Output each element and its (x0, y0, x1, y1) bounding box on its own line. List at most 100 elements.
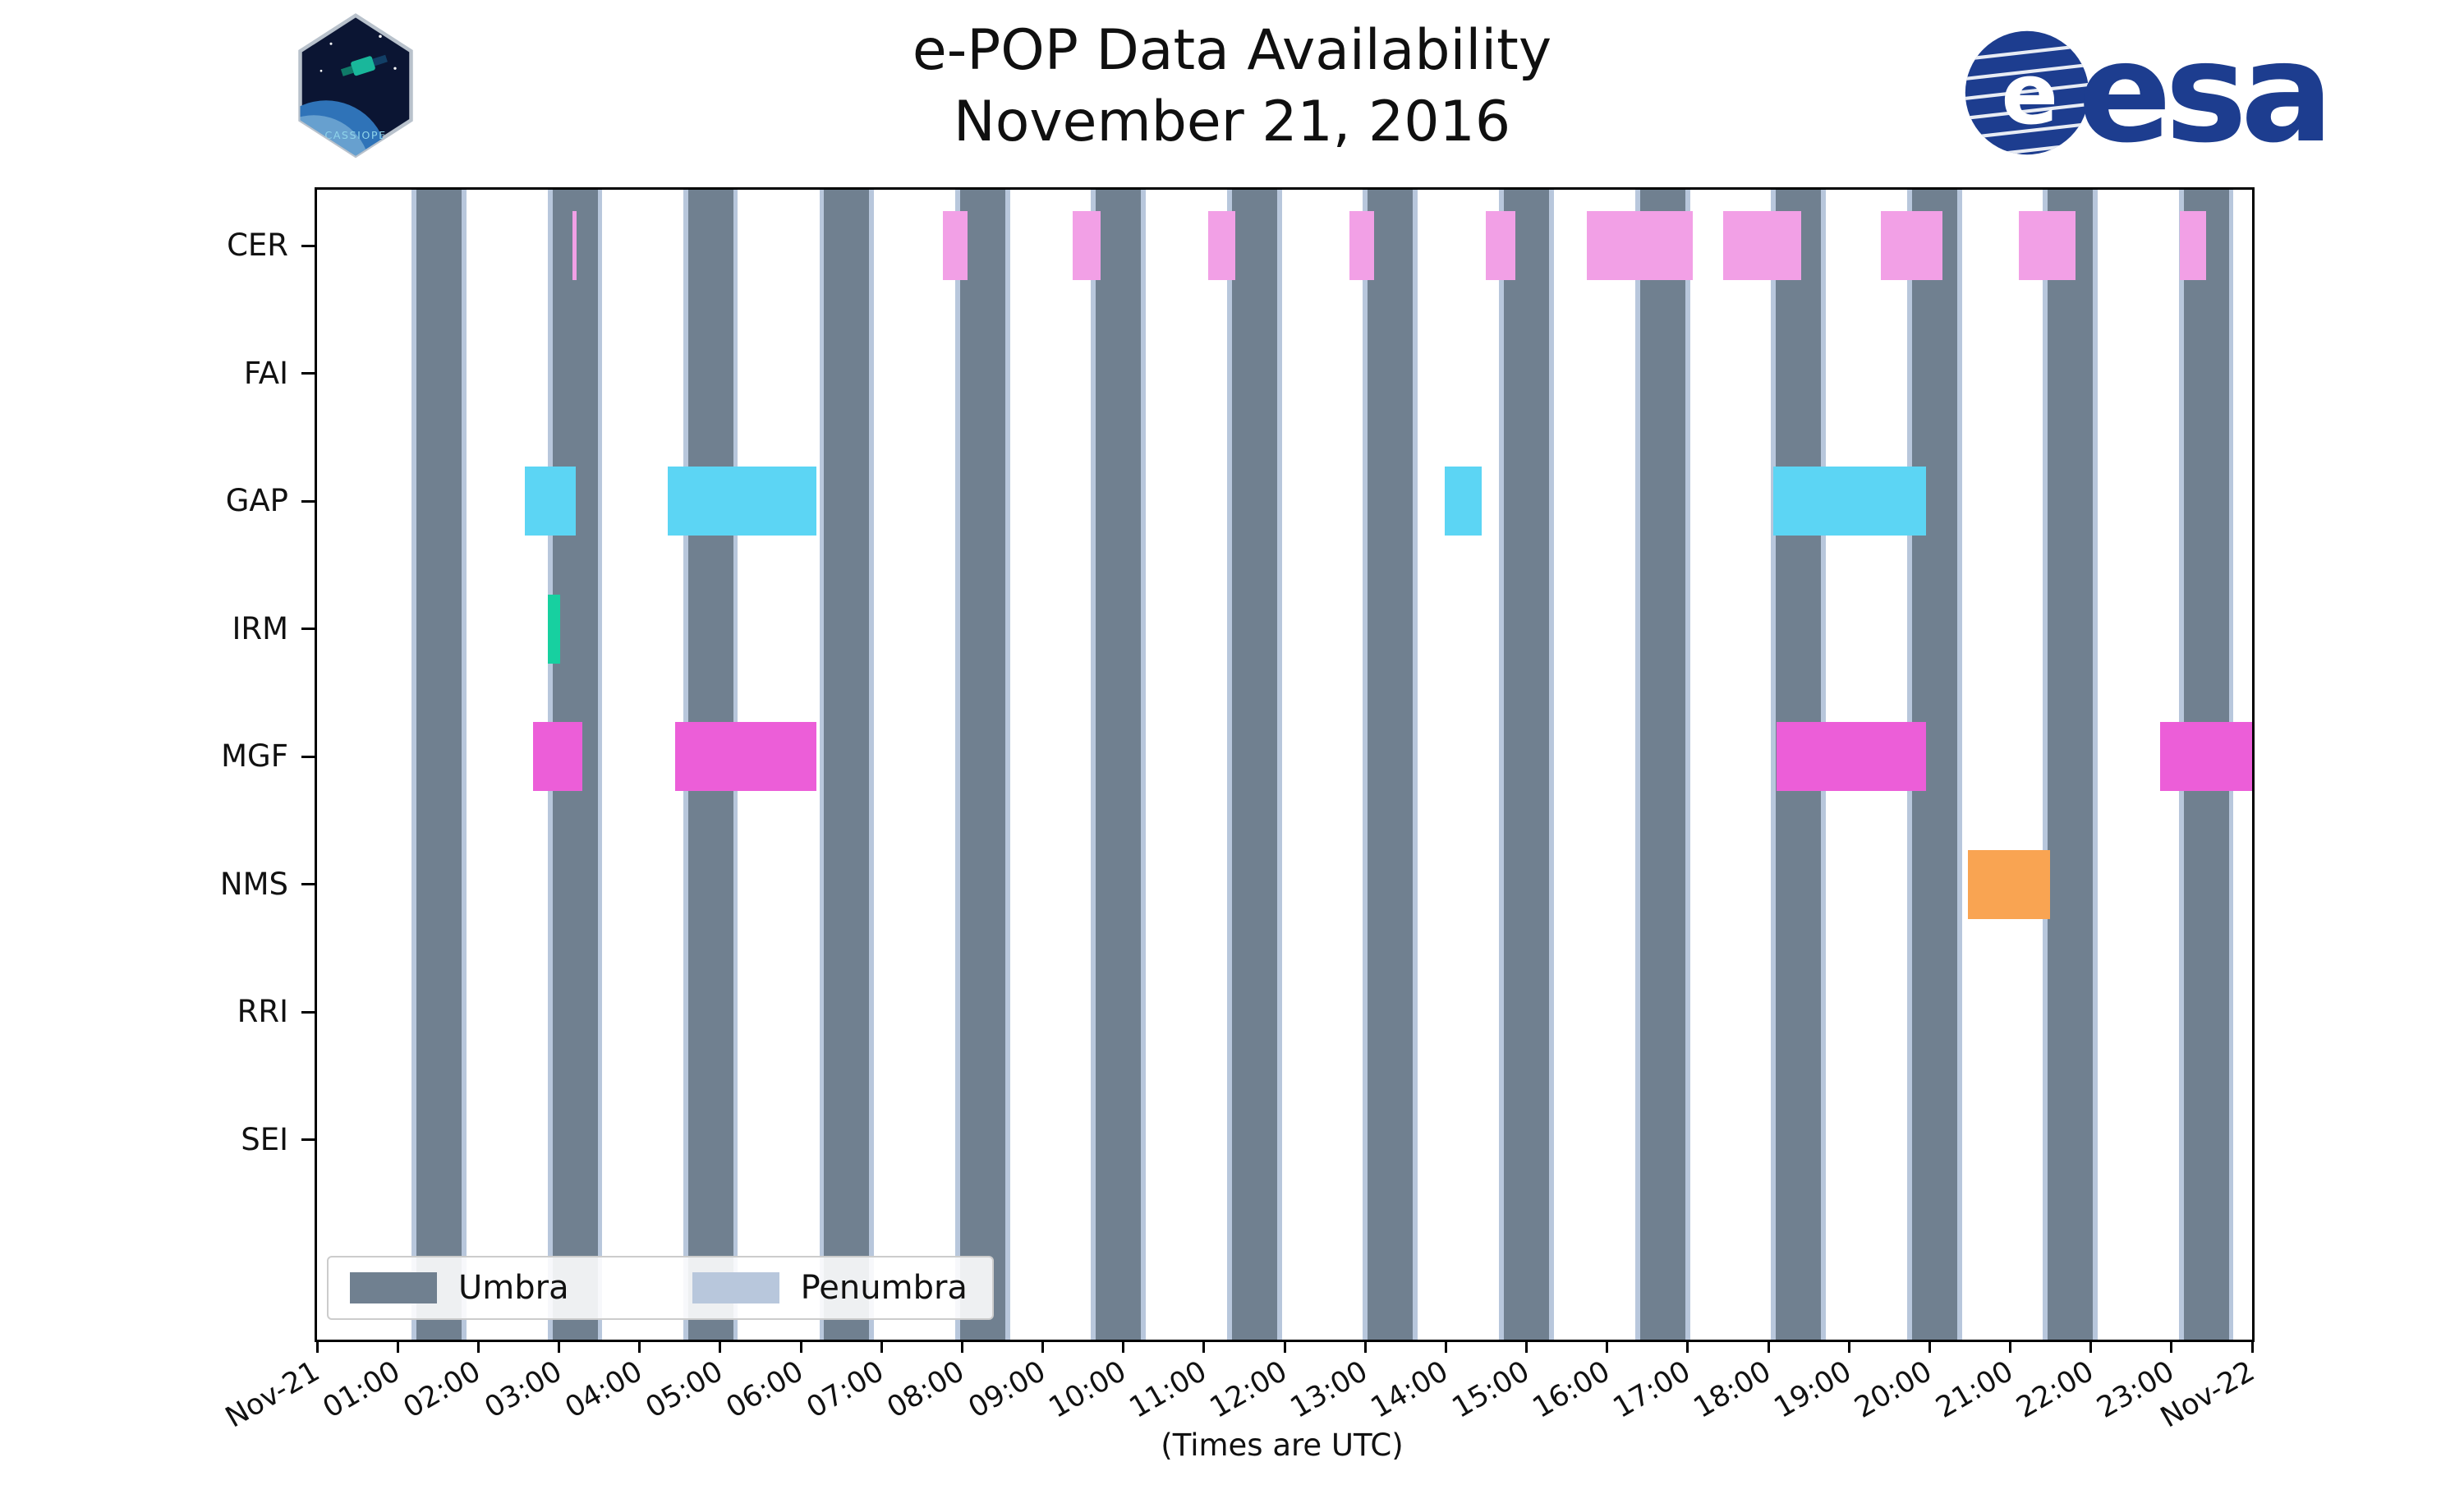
cer-availability-bar (572, 211, 577, 281)
patch-earth (300, 100, 388, 156)
cassiope-mission-patch: CASSIOPE (294, 11, 417, 161)
cer-availability-bar (942, 211, 968, 281)
x-tick (638, 1340, 641, 1353)
legend-umbra-swatch (350, 1272, 437, 1303)
penumbra-band (1141, 190, 1147, 1340)
y-tick-label: RRI (237, 994, 288, 1030)
x-tick (1283, 1340, 1286, 1353)
gap-availability-bar (1445, 467, 1482, 536)
x-tick (476, 1340, 480, 1353)
penumbra-band (819, 190, 825, 1340)
y-tick-label: CER (227, 228, 288, 264)
gap-availability-bar (668, 467, 816, 536)
gap-availability-bar (525, 467, 577, 536)
y-tick (301, 1138, 315, 1142)
x-tick (2009, 1340, 2011, 1353)
penumbra-band (597, 190, 603, 1340)
umbra-band (2047, 190, 2093, 1340)
cer-availability-bar (1587, 211, 1693, 281)
x-tick (2089, 1340, 2093, 1353)
penumbra-band (1413, 190, 1418, 1340)
x-tick (880, 1340, 883, 1353)
umbra-band (1639, 190, 1685, 1340)
y-tick (301, 628, 315, 631)
x-tick (2250, 1340, 2254, 1353)
y-tick-label: GAP (225, 483, 288, 519)
penumbra-band (1227, 190, 1233, 1340)
penumbra-band (1091, 190, 1096, 1340)
y-tick-label: NMS (219, 866, 288, 902)
cer-availability-bar (1881, 211, 1943, 281)
x-tick (1686, 1340, 1689, 1353)
y-tick-label: FAI (243, 355, 288, 391)
esa-wordmark: esa (2078, 12, 2333, 173)
penumbra-band (1770, 190, 1776, 1340)
y-tick (301, 1010, 315, 1014)
x-tick (1847, 1340, 1850, 1353)
x-tick (1202, 1340, 1206, 1353)
legend-penumbra-label: Penumbra (800, 1269, 968, 1307)
penumbra-band (2042, 190, 2048, 1340)
irm-availability-bar (547, 594, 561, 664)
x-tick (1444, 1340, 1447, 1353)
mgf-availability-bar (533, 722, 582, 792)
chart-title: e-POP Data Availability (912, 18, 1552, 83)
x-tick (1363, 1340, 1367, 1353)
x-tick (719, 1340, 722, 1353)
cer-availability-bar (1486, 211, 1515, 281)
cer-availability-bar (1207, 211, 1236, 281)
y-tick (301, 244, 315, 247)
cer-availability-bar (1349, 211, 1374, 281)
y-tick (301, 499, 315, 503)
y-tick-label: MGF (221, 738, 288, 775)
patch-satellite (340, 54, 388, 76)
penumbra-band (1005, 190, 1011, 1340)
penumbra-band (461, 190, 467, 1340)
penumbra-band (1499, 190, 1504, 1340)
umbra-band (1368, 190, 1414, 1340)
y-tick-label: IRM (232, 610, 288, 646)
x-axis-label: (Times are UTC) (1161, 1428, 1404, 1463)
penumbra-band (1363, 190, 1368, 1340)
penumbra-band (411, 190, 416, 1340)
umbra-band (960, 190, 1006, 1340)
chart-subtitle: November 21, 2016 (953, 90, 1511, 155)
umbra-band (1096, 190, 1142, 1340)
penumbra-band (869, 190, 875, 1340)
gap-availability-bar (1772, 467, 1927, 536)
esa-logo: e esa (1961, 12, 2333, 173)
plot-area: Umbra Penumbra Nov-21 01:00 02:00 03:00 04:0… (220, 187, 2260, 1435)
x-tick (960, 1340, 963, 1353)
x-tick (1122, 1340, 1125, 1353)
x-tick (396, 1340, 399, 1353)
x-tick (1606, 1340, 1609, 1353)
legend-umbra-label: Umbra (458, 1269, 569, 1307)
patch-label: CASSIOPE (324, 130, 386, 142)
umbra-band (1232, 190, 1278, 1340)
penumbra-band (2092, 190, 2098, 1340)
umbra-band (824, 190, 870, 1340)
y-tick (301, 755, 315, 758)
x-tick (1928, 1340, 1931, 1353)
chart-title-block: e-POP Data Availability November 21, 201… (0, 15, 2464, 158)
mgf-availability-bar (674, 722, 816, 792)
patch-earth-clouds (300, 115, 370, 156)
x-tick (1041, 1340, 1044, 1353)
cassiope-patch-graphic: CASSIOPE (298, 13, 413, 159)
penumbra-band (1548, 190, 1554, 1340)
penumbra-band (1956, 190, 1962, 1340)
x-tick (1525, 1340, 1528, 1353)
legend: Umbra Penumbra (327, 1256, 994, 1320)
nms-availability-bar (1968, 849, 2050, 919)
x-tick (558, 1340, 560, 1353)
y-tick-label: SEI (241, 1121, 288, 1157)
penumbra-band (1277, 190, 1283, 1340)
umbra-band (416, 190, 462, 1340)
legend-penumbra-swatch (692, 1272, 779, 1303)
cer-availability-bar (1723, 211, 1802, 281)
umbra-band (1504, 190, 1549, 1340)
y-tick (301, 883, 315, 886)
y-tick (301, 372, 315, 375)
cer-availability-bar (1072, 211, 1101, 281)
